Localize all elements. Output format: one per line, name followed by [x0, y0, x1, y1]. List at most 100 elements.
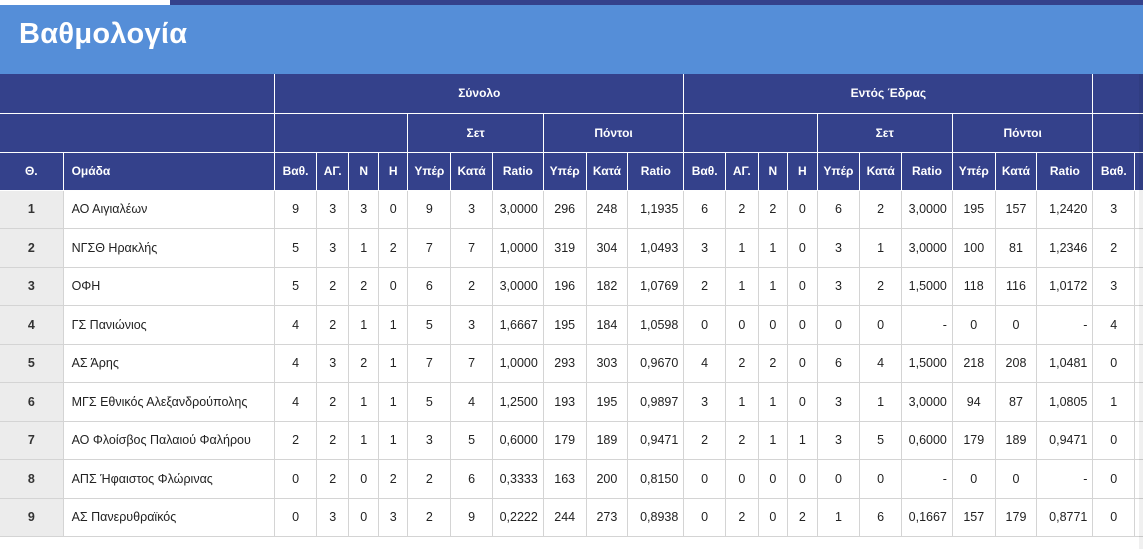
home-stat-cell: -	[1036, 459, 1094, 499]
col-header-home-played[interactable]: ΑΓ.	[725, 152, 759, 191]
home-stat-cell: 0	[758, 305, 789, 345]
standings-table-container[interactable]: Σύνολο Εντός Έδρας Σετ Πόντοι Σετ Πόντοι…	[0, 74, 1143, 549]
total-stat-cell: 304	[586, 228, 629, 268]
home-stat-cell: 2	[683, 421, 727, 460]
col-header-points-against[interactable]: Κατά	[586, 152, 629, 191]
col-header-home-sets-over[interactable]: Υπέρ	[817, 152, 861, 191]
total-stat-cell: 6	[450, 459, 493, 499]
home-stat-cell: 2	[725, 498, 759, 537]
col-header-home-sets-ratio[interactable]: Ratio	[901, 152, 953, 191]
col-header-played[interactable]: ΑΓ.	[316, 152, 350, 191]
total-stat-cell: 0	[274, 459, 317, 499]
total-stat-cell: 3	[316, 228, 350, 268]
col-header-away-points[interactable]: Βαθ.	[1092, 152, 1136, 191]
position-cell: 9	[0, 498, 64, 537]
col-header-sets-ratio[interactable]: Ratio	[492, 152, 544, 191]
home-stat-cell: 0	[758, 459, 789, 499]
total-stat-cell: 182	[586, 267, 629, 306]
col-header-home-wins[interactable]: Ν	[758, 152, 789, 191]
total-stat-cell: 7	[407, 228, 452, 268]
away-stat-cell: 2	[1134, 305, 1143, 345]
table-row[interactable]: 2 ΝΓΣΘ Ηρακλής 5 3 1 2 7 7 1,0000 319 304 1,0493 3 1 1…	[0, 228, 1143, 268]
total-stat-cell: 319	[543, 228, 587, 268]
home-stat-cell: 3	[817, 267, 861, 306]
home-stat-cell: 1	[758, 267, 789, 306]
col-header-losses[interactable]: Η	[378, 152, 409, 191]
col-header-home-points-against[interactable]: Κατά	[995, 152, 1038, 191]
home-stat-cell: 1,5000	[901, 267, 953, 306]
title-band: Βαθμολογία	[0, 5, 1143, 74]
team-name-cell: ΑΣ Πανερυθραϊκός	[63, 498, 276, 537]
team-name-cell: ΜΓΣ Εθνικός Αλεξανδρούπολης	[63, 382, 276, 422]
team-name-cell: ΑΠΣ Ήφαιστος Φλώρινας	[63, 459, 276, 499]
col-header-points-ratio[interactable]: Ratio	[627, 152, 685, 191]
away-stat-cell: 1	[1092, 382, 1136, 422]
header-home-points: Πόντοι	[952, 113, 1094, 153]
col-header-home-points-over[interactable]: Υπέρ	[952, 152, 996, 191]
col-header-sets-over[interactable]: Υπέρ	[407, 152, 452, 191]
away-stat-cell: 0	[1092, 421, 1136, 460]
table-row[interactable]: 3 ΟΦΗ 5 2 2 0 6 2 3,0000 196 182 1,0769 2 1 1 0 3 2 1,5000…	[0, 267, 1143, 306]
home-stat-cell: 0	[787, 267, 818, 306]
home-stat-cell: 5	[859, 421, 903, 460]
col-header-home-losses[interactable]: Η	[787, 152, 818, 191]
total-stat-cell: 4	[274, 382, 317, 422]
total-stat-cell: 248	[586, 190, 629, 229]
header-total-general	[274, 113, 409, 153]
col-header-sets-against[interactable]: Κατά	[450, 152, 493, 191]
home-stat-cell: 0	[787, 228, 818, 268]
home-stat-cell: 179	[995, 498, 1038, 537]
total-stat-cell: 5	[274, 228, 317, 268]
total-stat-cell: 296	[543, 190, 587, 229]
total-stat-cell: 7	[450, 228, 493, 268]
home-stat-cell: 1	[758, 228, 789, 268]
total-stat-cell: 2	[348, 344, 379, 383]
total-stat-cell: 2	[450, 267, 493, 306]
total-stat-cell: 163	[543, 459, 587, 499]
home-stat-cell: 0	[787, 382, 818, 422]
total-stat-cell: 1	[378, 421, 409, 460]
col-header-away-played[interactable]: ΑΓ	[1134, 152, 1143, 191]
total-stat-cell: 2	[378, 459, 409, 499]
col-header-points-over[interactable]: Υπέρ	[543, 152, 587, 191]
away-stat-cell: 1	[1134, 267, 1143, 306]
table-head: Σύνολο Εντός Έδρας Σετ Πόντοι Σετ Πόντοι…	[0, 74, 1143, 191]
col-header-home-points[interactable]: Βαθ.	[683, 152, 727, 191]
position-cell: 8	[0, 459, 64, 499]
home-stat-cell: 6	[683, 190, 727, 229]
home-stat-cell: 118	[952, 267, 996, 306]
col-header-home-sets-against[interactable]: Κατά	[859, 152, 903, 191]
table-row[interactable]: 5 ΑΣ Άρης 4 3 2 1 7 7 1,0000 293 303 0,9670 4 2 2 0 6 4 1,…	[0, 344, 1143, 383]
home-stat-cell: 6	[817, 190, 861, 229]
col-header-points[interactable]: Βαθ.	[274, 152, 317, 191]
col-header-team[interactable]: Ομάδα	[63, 152, 276, 191]
home-stat-cell: 3,0000	[901, 190, 953, 229]
total-stat-cell: 2	[316, 305, 350, 345]
table-row[interactable]: 7 ΑΟ Φλοίσβος Παλαιού Φαλήρου 2 2 1 1 3 5 0,6000…	[0, 421, 1143, 460]
position-cell: 2	[0, 228, 64, 268]
total-stat-cell: 3	[316, 498, 350, 537]
table-row[interactable]: 8 ΑΠΣ Ήφαιστος Φλώρινας 0 2 0 2 2 6 0,3333 163 200…	[0, 459, 1143, 499]
total-stat-cell: 200	[586, 459, 629, 499]
col-header-wins[interactable]: Ν	[348, 152, 379, 191]
col-header-pos[interactable]: Θ.	[0, 152, 64, 191]
table-row[interactable]: 9 ΑΣ Πανερυθραϊκός 0 3 0 3 2 9 0,2222 244 273 0,893…	[0, 498, 1143, 537]
home-stat-cell: 0	[683, 305, 727, 345]
position-cell: 7	[0, 421, 64, 460]
home-stat-cell: 157	[952, 498, 996, 537]
home-stat-cell: 3	[817, 228, 861, 268]
home-stat-cell: 4	[683, 344, 727, 383]
home-stat-cell: 116	[995, 267, 1038, 306]
home-stat-cell: 1,2346	[1036, 228, 1094, 268]
away-stat-cell: 1	[1134, 190, 1143, 229]
total-stat-cell: 189	[586, 421, 629, 460]
total-stat-cell: 3	[407, 421, 452, 460]
away-stat-cell: 1	[1134, 344, 1143, 383]
table-row[interactable]: 6 ΜΓΣ Εθνικός Αλεξανδρούπολης 4 2 1 1 5 4 1,2500…	[0, 382, 1143, 422]
col-header-home-points-ratio[interactable]: Ratio	[1036, 152, 1094, 191]
total-stat-cell: 9	[274, 190, 317, 229]
table-row[interactable]: 4 ΓΣ Πανιώνιος 4 2 1 1 5 3 1,6667 195 184 1,0598 0 0 0…	[0, 305, 1143, 345]
total-stat-cell: 4	[450, 382, 493, 422]
table-row[interactable]: 1 ΑΟ Αιγιαλέων 9 3 3 0 9 3 3,0000 296 248 1,1935 6 2 2…	[0, 190, 1143, 229]
total-stat-cell: 0	[348, 498, 379, 537]
